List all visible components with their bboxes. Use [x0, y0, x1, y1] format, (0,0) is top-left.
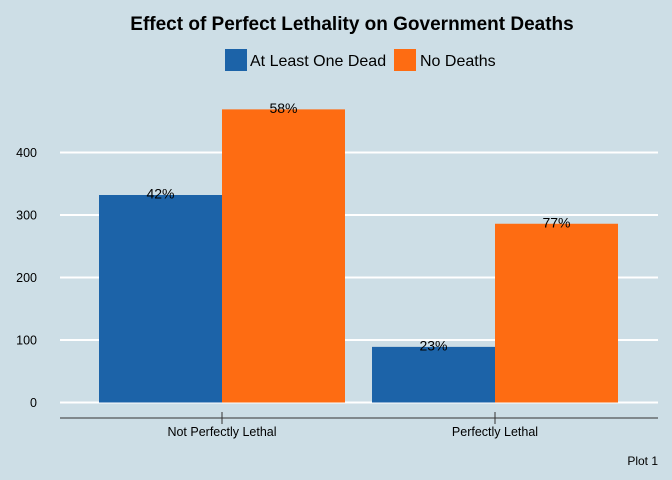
- plot-caption: Plot 1: [627, 454, 658, 468]
- y-tick-label-400: 400: [16, 146, 37, 160]
- bars: [99, 109, 618, 403]
- x-tick-label-not-perfectly-lethal: Not Perfectly Lethal: [167, 425, 276, 439]
- axes: 0 100 200 300 400 Not Perfectly Lethal Perfect…: [16, 146, 658, 439]
- chart-title: Effect of Perfect Lethality on Governmen…: [130, 14, 573, 35]
- y-tick-label-200: 200: [16, 271, 37, 285]
- bar-not-perfectly-lethal-at-least-one-dead: [99, 195, 222, 403]
- x-tick-label-perfectly-lethal: Perfectly Lethal: [452, 425, 538, 439]
- legend-label-at-least-one-dead: At Least One Dead: [250, 53, 386, 70]
- y-tick-label-300: 300: [16, 209, 37, 223]
- legend-label-no-deaths: No Deaths: [420, 53, 496, 70]
- data-labels: 42% 58% 23% 77%: [146, 100, 570, 354]
- bar-not-perfectly-lethal-no-deaths: [222, 109, 345, 403]
- legend-swatch-no-deaths: [394, 49, 416, 71]
- y-tick-label-100: 100: [16, 334, 37, 348]
- bar-perfectly-lethal-no-deaths: [495, 223, 618, 403]
- bar-perfectly-lethal-at-least-one-dead: [372, 346, 495, 403]
- legend-swatch-at-least-one-dead: [225, 49, 247, 71]
- legend: At Least One Dead No Deaths: [225, 49, 496, 71]
- data-label-not-perfectly-lethal-at-least-one-dead: 42%: [146, 186, 174, 202]
- data-label-perfectly-lethal-at-least-one-dead: 23%: [419, 337, 447, 353]
- data-label-not-perfectly-lethal-no-deaths: 58%: [269, 100, 297, 116]
- y-tick-label-0: 0: [30, 396, 37, 410]
- data-label-perfectly-lethal-no-deaths: 77%: [542, 214, 570, 230]
